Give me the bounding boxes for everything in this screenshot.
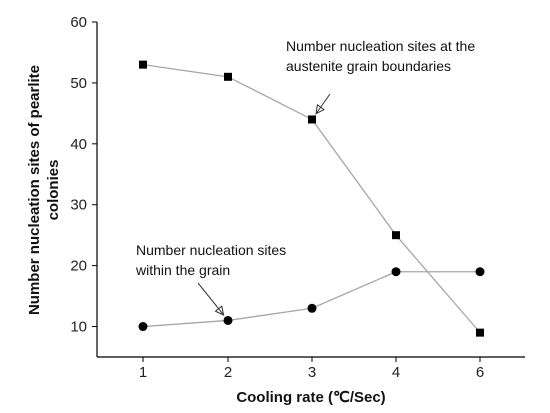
y-axis-label-line2: colonies [45, 160, 62, 221]
x-axis-label: Cooling rate (℃/Sec) [236, 389, 385, 406]
x-tick-label: 1 [139, 364, 147, 381]
annotation-text-line: Number nucleation sites at the [286, 38, 475, 54]
series-1 [139, 60, 484, 337]
square-point [224, 72, 232, 81]
y-tick-label: 20 [70, 258, 87, 275]
square-point [476, 328, 484, 337]
circle-point [475, 267, 485, 277]
annotation-layer: Number nucleation sites at the austenite … [135, 38, 475, 316]
square-point [392, 231, 400, 240]
square-point [308, 115, 316, 124]
y-axis-label-line1: Number nucleation sites of pearlite [26, 65, 43, 315]
circle-point [138, 322, 148, 332]
x-tick-label: 4 [392, 364, 400, 381]
annotation-arrowhead [214, 305, 225, 316]
annotation-text-line: austenite grain boundaries [286, 58, 451, 74]
series-layer [138, 60, 485, 337]
x-tick-label: 3 [308, 364, 316, 381]
series-2 [138, 267, 485, 332]
square-point [139, 60, 147, 69]
circle-point [307, 303, 317, 313]
y-tick-label: 60 [70, 14, 87, 31]
y-tick-label: 40 [70, 136, 87, 153]
series-line [142, 271, 480, 328]
circle-point [391, 267, 401, 277]
x-tick-label: 6 [476, 364, 484, 381]
annotation-arrow-shaft [315, 93, 331, 115]
annotation-text-line: within the grain [135, 262, 230, 278]
x-tick-label: 2 [224, 364, 232, 381]
annotation-arrowhead [315, 104, 325, 115]
series-line [142, 63, 481, 334]
circle-point [223, 315, 233, 325]
y-tick-label: 30 [70, 197, 87, 214]
ticks-layer: 10 20 30 40 50 60 1 2 3 4 6 [70, 14, 484, 381]
annotation-text-line: Number nucleation sites [136, 242, 286, 258]
y-tick-label: 50 [70, 75, 87, 92]
annotation-arrow-shaft [197, 282, 225, 316]
y-tick-label: 10 [70, 319, 87, 336]
